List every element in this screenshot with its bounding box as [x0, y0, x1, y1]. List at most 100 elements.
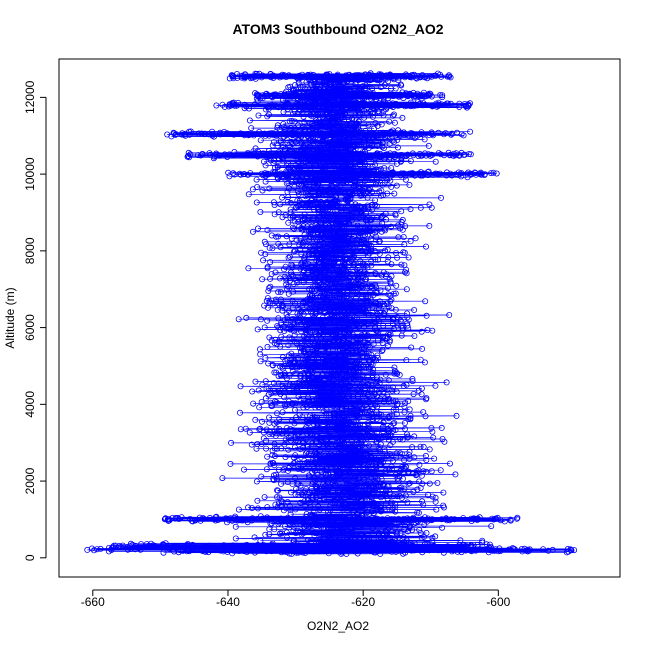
data-point — [329, 454, 336, 461]
data-point — [269, 402, 276, 409]
data-point — [409, 375, 416, 382]
data-point — [228, 439, 235, 446]
data-point — [286, 241, 293, 248]
data-point — [223, 519, 230, 526]
data-point — [302, 514, 309, 521]
data-point — [268, 520, 275, 527]
data-point — [266, 298, 273, 305]
y-tick-label: 4000 — [23, 391, 37, 418]
data-point — [308, 286, 315, 293]
data-point — [315, 356, 322, 363]
data-point — [105, 545, 112, 552]
data-point — [468, 171, 475, 178]
data-point — [369, 405, 376, 412]
data-point — [346, 165, 353, 172]
data-point — [273, 471, 280, 478]
data-point — [339, 326, 346, 333]
data-point — [304, 357, 311, 364]
data-point — [312, 282, 319, 289]
data-point — [387, 292, 394, 299]
data-point — [398, 318, 405, 325]
data-point — [273, 493, 280, 500]
data-point — [349, 529, 356, 536]
data-point — [357, 299, 364, 306]
data-point — [430, 434, 437, 441]
data-point — [424, 326, 431, 333]
data-point — [272, 501, 279, 508]
data-point — [245, 504, 252, 511]
data-point — [330, 497, 337, 504]
data-point — [368, 246, 375, 253]
data-point — [390, 420, 397, 427]
data-point — [379, 434, 386, 441]
data-point — [425, 491, 432, 498]
data-point — [274, 476, 281, 483]
data-point — [143, 541, 150, 548]
data-point — [285, 254, 292, 261]
data-point — [362, 293, 369, 300]
data-point — [343, 505, 350, 512]
data-point — [265, 360, 272, 367]
data-point — [296, 306, 303, 313]
data-point — [288, 261, 295, 268]
data-point — [325, 350, 332, 357]
data-point — [211, 545, 218, 552]
data-point — [370, 355, 377, 362]
data-point — [411, 540, 418, 547]
data-point — [275, 233, 282, 240]
data-point — [320, 210, 327, 217]
data-point — [371, 542, 378, 549]
data-point — [278, 333, 285, 340]
data-point — [339, 521, 346, 528]
data-point — [339, 483, 346, 490]
data-point — [345, 214, 352, 221]
data-point — [375, 166, 382, 173]
data-point — [384, 190, 391, 197]
data-point — [334, 162, 341, 169]
data-point — [281, 372, 288, 379]
data-point — [290, 523, 297, 530]
data-point — [276, 494, 283, 501]
data-point — [401, 419, 408, 426]
data-point — [390, 493, 397, 500]
data-point — [381, 247, 388, 254]
data-point — [337, 464, 344, 471]
data-point — [406, 406, 413, 413]
x-axis: -660 -640 -620 -600 — [81, 589, 511, 609]
data-point — [249, 388, 256, 395]
data-point — [501, 518, 508, 525]
data-point — [392, 211, 399, 218]
data-point — [421, 514, 428, 521]
data-point — [377, 503, 384, 510]
data-point — [358, 531, 365, 538]
data-point — [488, 523, 495, 530]
data-point — [375, 435, 382, 442]
data-point — [348, 303, 355, 310]
data-point — [264, 263, 271, 270]
data-point — [292, 161, 299, 168]
data-point — [254, 541, 261, 548]
data-point — [404, 515, 411, 522]
data-point — [409, 444, 416, 451]
data-point — [298, 260, 305, 267]
data-point — [388, 296, 395, 303]
data-point — [354, 481, 361, 488]
data-point — [88, 545, 95, 552]
data-point — [396, 472, 403, 479]
data-point — [322, 283, 329, 290]
data-point — [357, 258, 364, 265]
data-point — [393, 282, 400, 289]
data-point — [382, 467, 389, 474]
data-point — [549, 546, 556, 553]
data-point — [438, 424, 445, 431]
data-point — [384, 285, 391, 292]
data-point — [391, 364, 398, 371]
data-point — [393, 369, 400, 376]
data-point — [403, 357, 410, 364]
data-point — [344, 532, 351, 539]
data-point — [289, 368, 296, 375]
data-point — [311, 171, 318, 178]
data-point — [357, 335, 364, 342]
data-point — [324, 229, 331, 236]
data-point — [267, 399, 274, 406]
